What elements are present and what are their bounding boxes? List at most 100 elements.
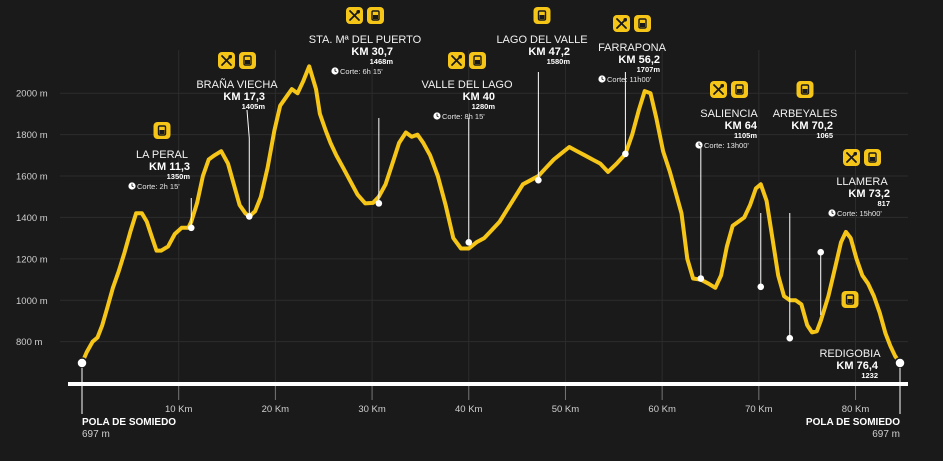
waypoint-km: KM 47,2 xyxy=(528,46,570,58)
waypoint-cutoff: Corte: 13h00' xyxy=(704,141,749,150)
waypoint-name: VALLE DEL LAGO xyxy=(421,79,513,91)
start-name: POLA DE SOMIEDO xyxy=(82,417,176,428)
clock-icon xyxy=(330,66,340,76)
waypoint-km: KM 70,2 xyxy=(791,120,833,132)
finish-marker: POLA DE SOMIEDO 697 m xyxy=(806,357,906,440)
waypoint-km: KM 11,3 xyxy=(149,161,190,173)
waypoint-name: FARRAPONA xyxy=(598,42,667,54)
waypoint-leader xyxy=(246,109,250,217)
waypoint-dot xyxy=(817,248,825,256)
drink-icon xyxy=(730,80,749,99)
y-axis: 800 m 1000 m 1200 m 1400 m 1600 m 1800 m 2000 … xyxy=(16,89,48,348)
waypoint-dot xyxy=(535,176,542,184)
clock-icon xyxy=(827,208,837,218)
waypoint-km: KM 64 xyxy=(725,120,758,132)
start-marker: POLA DE SOMIEDO 697 m xyxy=(76,357,176,440)
drink-icon xyxy=(238,51,257,70)
waypoint-elevation: 1350m xyxy=(167,172,191,181)
elevation-series xyxy=(80,64,902,365)
waypoint-elevation: 1468m xyxy=(370,57,394,66)
drink-icon xyxy=(633,14,652,33)
clock-icon xyxy=(597,74,607,84)
waypoint-km: KM 17,3 xyxy=(223,91,265,103)
waypoint-elevation: 1707m xyxy=(637,65,661,74)
waypoint-km: KM 40 xyxy=(463,91,495,103)
food-icon xyxy=(612,14,631,33)
drink-icon xyxy=(468,51,487,70)
y-tick-label: 2000 m xyxy=(16,89,48,100)
x-tick-label: 70 Km xyxy=(745,404,773,415)
waypoint-name: LA PERAL xyxy=(136,149,188,161)
waypoint-dot xyxy=(622,150,629,158)
waypoint-dot xyxy=(697,275,705,282)
waypoint-km: KM 56,2 xyxy=(618,54,660,66)
waypoint-elevation: 1280m xyxy=(472,102,496,111)
waypoint-dot xyxy=(375,200,383,207)
x-tick-label: 50 Km xyxy=(552,404,580,415)
drink-icon xyxy=(152,121,172,140)
waypoint-elevation: 1580m xyxy=(547,57,571,66)
food-icon xyxy=(217,51,236,70)
finish-name: POLA DE SOMIEDO xyxy=(806,417,900,428)
waypoint-dot xyxy=(786,334,794,342)
drink-icon xyxy=(532,6,552,25)
waypoint-dot xyxy=(757,283,765,291)
drink-icon xyxy=(366,6,385,25)
start-elevation: 697 m xyxy=(82,429,110,440)
drink-icon xyxy=(863,148,882,167)
waypoint-elevation: 1105m xyxy=(734,131,757,140)
x-tick-label: 60 Km xyxy=(648,404,676,415)
x-tick-label: 10 Km xyxy=(165,404,193,415)
food-icon xyxy=(447,51,466,70)
waypoint-cutoff: Corte: 6h 15' xyxy=(340,67,383,76)
waypoint-km: KM 30,7 xyxy=(351,46,393,58)
waypoint-name: LLAMERA xyxy=(836,176,888,188)
x-axis: 10 Km 20 Km 30 Km 40 Km 50 Km 60 Km 70 Km 80 Km xyxy=(68,382,908,415)
waypoint-elevation: 1065 xyxy=(816,131,833,140)
waypoint-name: REDIGOBIA xyxy=(819,348,881,360)
waypoint-cutoff: Corte: 8h 15' xyxy=(442,112,485,121)
waypoint-cutoff: Corte: 15h00' xyxy=(837,209,882,218)
waypoint-name: ARBEYALES xyxy=(773,108,838,120)
food-icon xyxy=(345,6,364,25)
waypoint-dot xyxy=(187,224,195,232)
waypoint-km: KM 73,2 xyxy=(848,188,890,200)
waypoint-name: LAGO DEL VALLE xyxy=(496,34,587,46)
waypoint-name: BRAÑA VIECHA xyxy=(196,78,278,91)
y-tick-label: 800 m xyxy=(16,337,42,348)
waypoint-elevation: 1405m xyxy=(242,102,266,111)
food-icon xyxy=(842,148,861,167)
start-dot xyxy=(76,357,88,369)
x-tick-label: 30 Km xyxy=(358,404,386,415)
waypoint-name: STA. Mª DEL PUERTO xyxy=(309,34,422,46)
drink-icon xyxy=(840,290,860,309)
waypoint-dot xyxy=(465,238,473,246)
y-tick-label: 1600 m xyxy=(16,172,48,183)
x-tick-label: 40 Km xyxy=(455,404,483,415)
x-tick-label: 80 Km xyxy=(842,404,870,415)
waypoint-cutoff: Corte: 2h 15' xyxy=(137,182,180,191)
grid-lines xyxy=(60,50,908,382)
waypoint-cutoff: Corte: 11h00' xyxy=(607,75,652,84)
finish-dot xyxy=(894,357,906,369)
waypoint-km: KM 76,4 xyxy=(836,360,878,372)
clock-icon xyxy=(127,181,137,191)
y-tick-label: 1400 m xyxy=(16,213,48,224)
finish-elevation: 697 m xyxy=(872,429,900,440)
waypoint-elevation: 1232 xyxy=(861,371,878,380)
y-tick-label: 1000 m xyxy=(16,296,48,307)
clock-icon xyxy=(694,140,704,150)
waypoint-name: SALIENCIA xyxy=(700,108,758,120)
y-tick-label: 1800 m xyxy=(16,130,48,141)
